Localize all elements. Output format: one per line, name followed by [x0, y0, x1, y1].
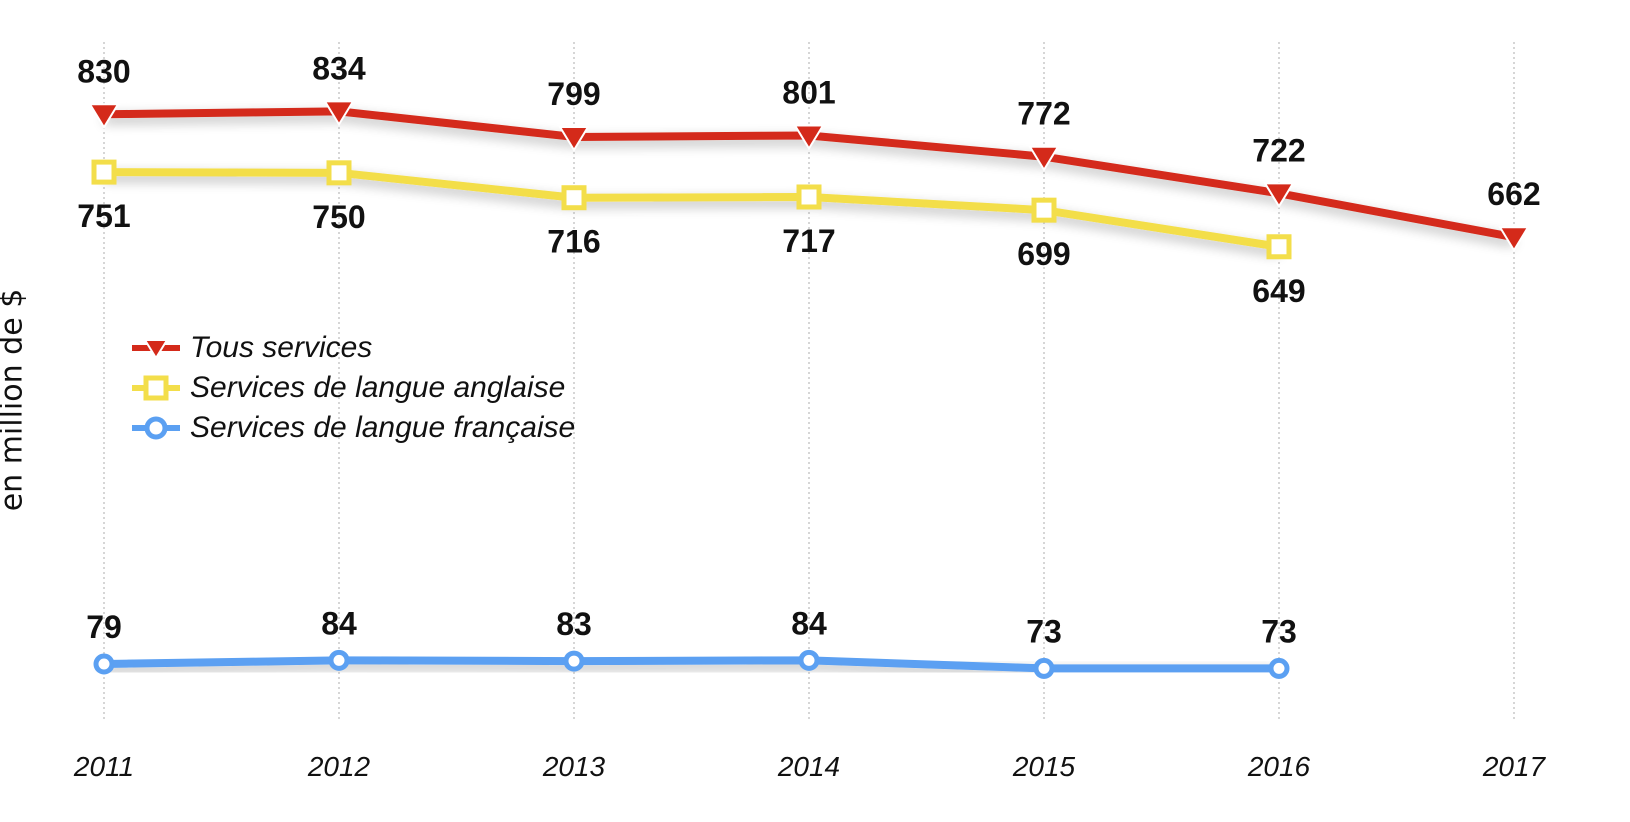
data-label: 649 — [1252, 273, 1305, 309]
series-line — [103, 168, 1280, 251]
legend-label: Services de langue anglaise — [190, 371, 566, 404]
data-point — [1263, 182, 1295, 209]
data-label: 750 — [312, 199, 365, 235]
x-tick-label: 2011 — [73, 751, 134, 782]
x-tick-label: 2013 — [542, 751, 606, 782]
data-point — [561, 185, 587, 211]
data-point — [88, 103, 120, 130]
data-point — [93, 653, 115, 675]
data-point — [91, 159, 117, 185]
data-label: 717 — [782, 223, 835, 259]
legend-item-tous-services: Tous services — [130, 328, 575, 368]
data-label: 84 — [791, 605, 827, 641]
series-line — [103, 656, 1279, 673]
legend-item-anglaise: Services de langue anglaise — [130, 368, 575, 408]
x-tick-label: 2015 — [1012, 751, 1076, 782]
data-label: 772 — [1017, 96, 1070, 132]
data-point — [1266, 234, 1292, 260]
data-point — [1033, 657, 1055, 679]
data-label: 799 — [547, 76, 600, 112]
data-point — [326, 160, 352, 186]
data-point — [328, 649, 350, 671]
data-point — [1268, 657, 1290, 679]
series-0: 830 834 799 801 772 722 662 — [77, 50, 1541, 253]
data-point — [796, 184, 822, 210]
data-point — [793, 124, 825, 151]
data-label: 73 — [1261, 613, 1297, 649]
data-label: 79 — [86, 609, 122, 645]
data-label: 722 — [1252, 132, 1305, 168]
data-label: 83 — [556, 606, 592, 642]
legend-marker-square-icon — [132, 375, 180, 401]
data-label: 801 — [782, 74, 835, 110]
series-2: 79 84 83 84 73 73 — [86, 605, 1297, 679]
data-point — [1031, 197, 1057, 223]
y-axis-label: en million de $ — [0, 289, 30, 512]
series-1: 751 750 716 717 699 649 — [77, 159, 1306, 309]
x-tick-label: 2017 — [1482, 751, 1547, 782]
data-point — [558, 125, 590, 152]
data-label: 830 — [77, 53, 130, 89]
x-tick-label: 2016 — [1247, 751, 1311, 782]
legend-item-francaise: Services de langue française — [130, 408, 575, 448]
legend-label: Tous services — [190, 331, 373, 364]
x-tick-label: 2012 — [307, 751, 371, 782]
x-axis-ticks: 2011 2012 2013 2014 2015 2016 2017 — [73, 751, 1547, 782]
data-point — [323, 100, 355, 127]
data-label: 751 — [77, 198, 130, 234]
data-label: 716 — [547, 224, 600, 260]
data-point — [798, 649, 820, 671]
data-point — [1498, 226, 1530, 253]
data-label: 834 — [312, 50, 366, 86]
data-label: 699 — [1017, 236, 1070, 272]
x-tick-label: 2014 — [777, 751, 840, 782]
legend-marker-circle-icon — [132, 416, 180, 440]
data-label: 73 — [1026, 613, 1062, 649]
data-label: 662 — [1487, 176, 1540, 212]
legend-marker-triangle-icon — [132, 339, 180, 360]
data-point — [1028, 145, 1060, 172]
grid-lines — [103, 42, 1515, 722]
legend-label: Services de langue française — [190, 411, 576, 444]
data-label: 84 — [321, 605, 357, 641]
data-point — [563, 650, 585, 672]
legend: Tous services Services de langue anglais… — [130, 328, 575, 448]
